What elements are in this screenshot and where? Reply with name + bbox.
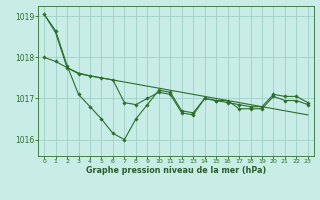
X-axis label: Graphe pression niveau de la mer (hPa): Graphe pression niveau de la mer (hPa) — [86, 166, 266, 175]
